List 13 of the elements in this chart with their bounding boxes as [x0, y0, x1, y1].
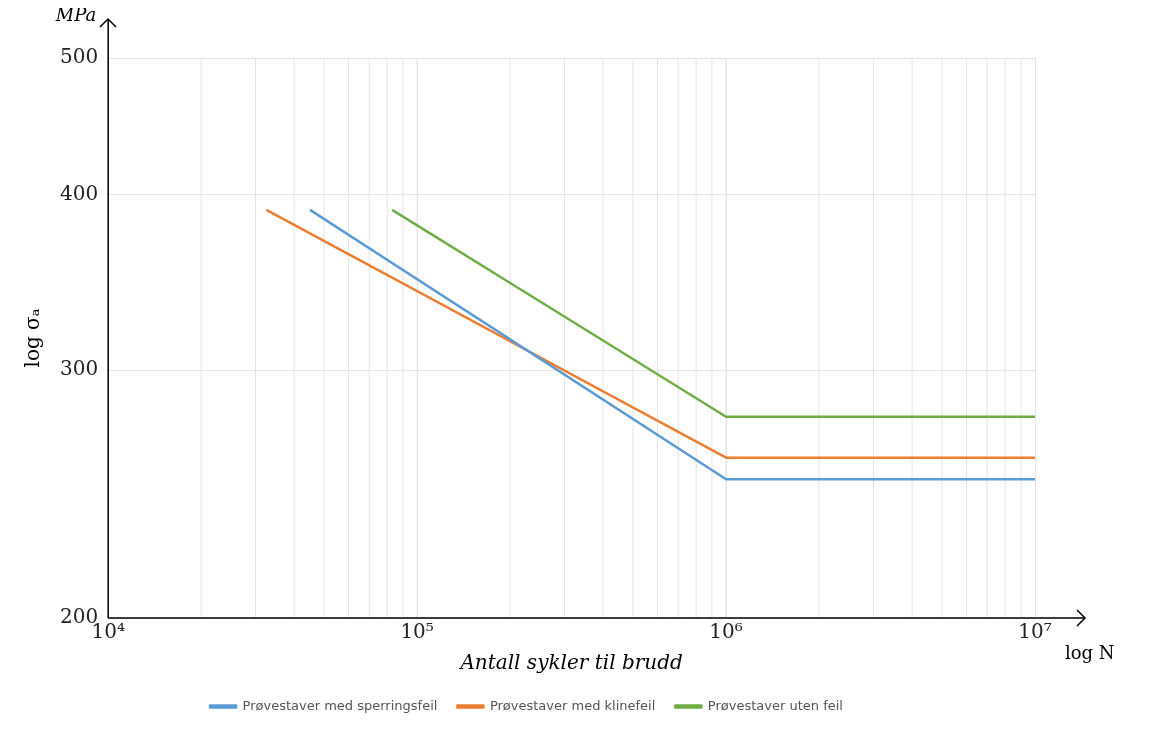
x-tick-label: 10⁵: [400, 619, 434, 644]
text: log N: [1065, 641, 1115, 663]
legend-label: Prøvestaver med sperringsfeil: [242, 697, 438, 713]
x-axis-title: Antall sykler til brudd: [458, 650, 683, 675]
y-tick-label: 500: [59, 44, 99, 69]
legend-label: Prøvestaver uten feil: [707, 697, 843, 713]
y-axis-title: log σₐ: [20, 308, 45, 368]
y-tick-label: 400: [59, 180, 99, 205]
x-tick-label: 10⁶: [709, 619, 743, 644]
x-tick-label: 10⁷: [1018, 619, 1052, 644]
legend-label: Prøvestaver med klinefeil: [489, 697, 656, 713]
text: MPa: [54, 3, 97, 25]
y-tick-label: 300: [59, 356, 99, 381]
